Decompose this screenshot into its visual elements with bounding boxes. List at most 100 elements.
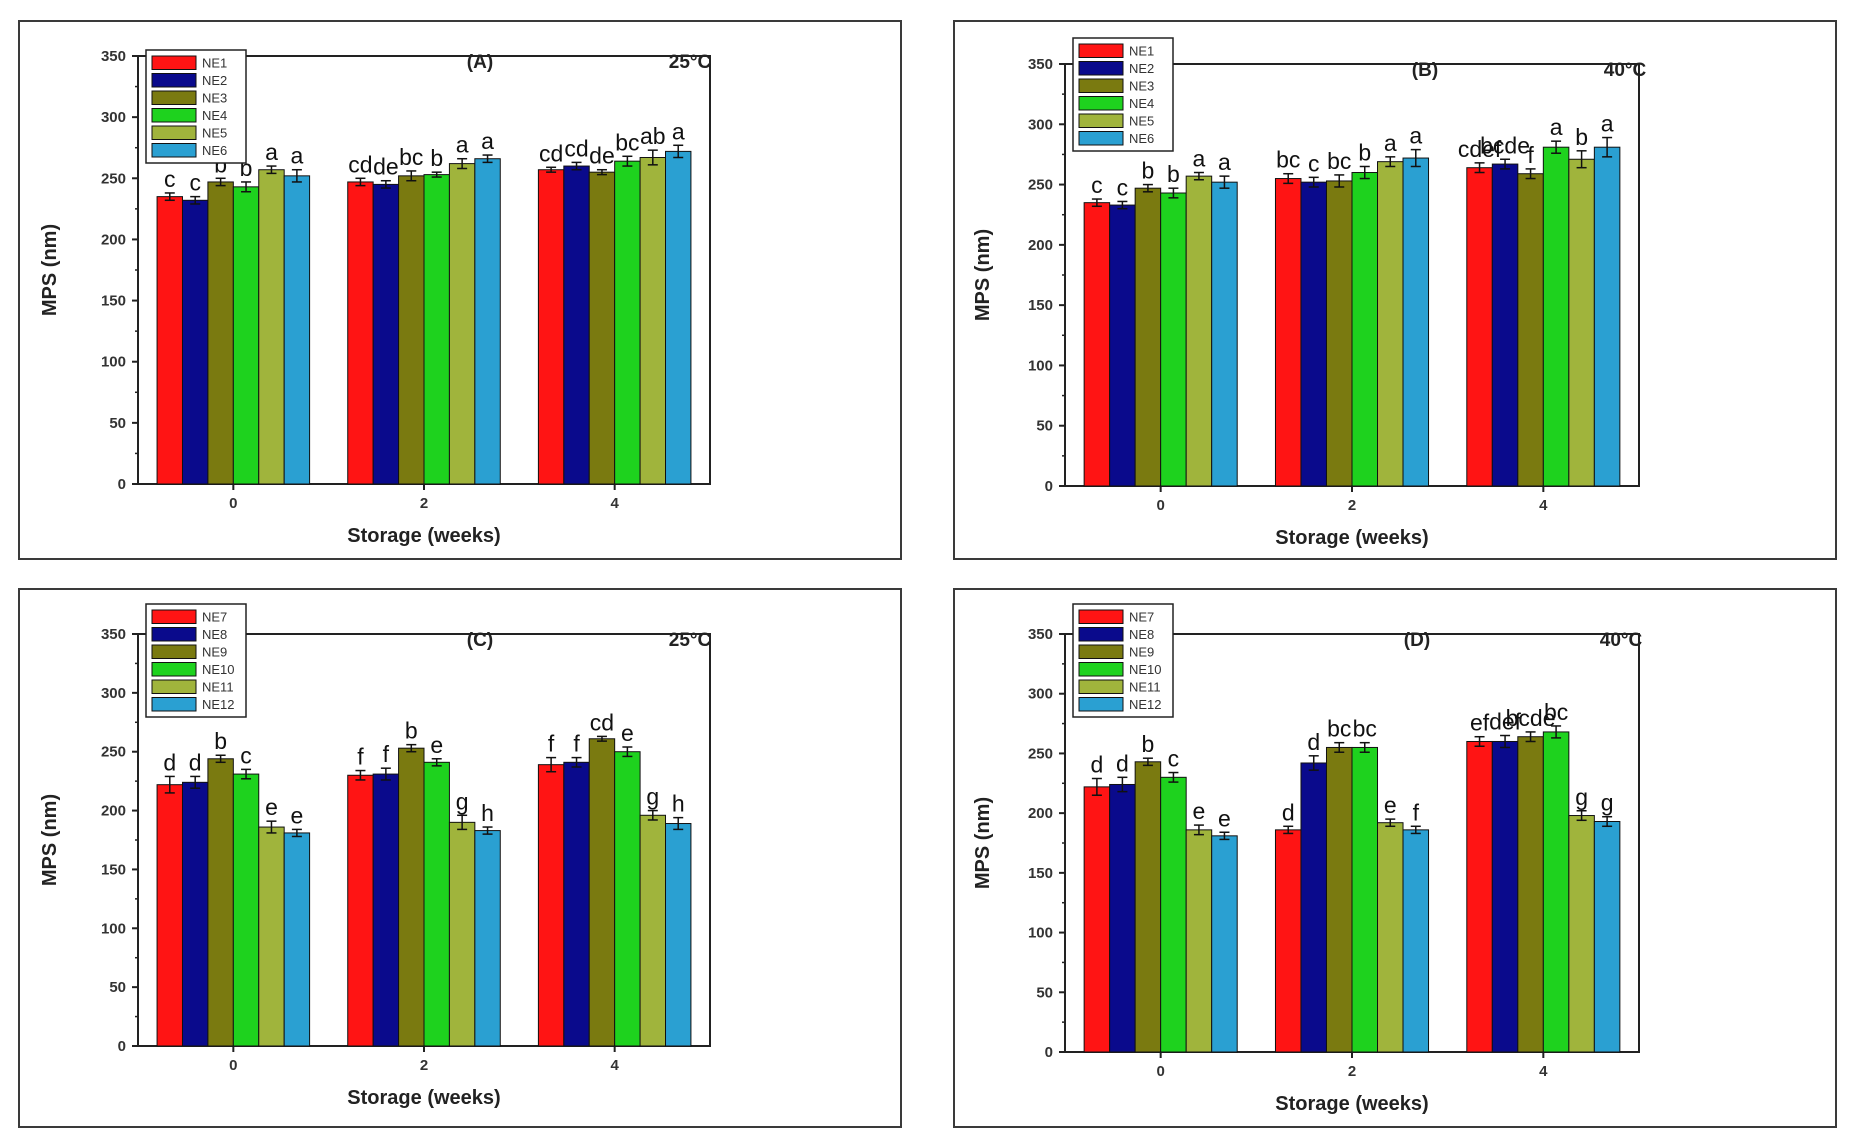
- bar: [1568, 158, 1595, 487]
- bar: [1593, 821, 1621, 1053]
- legend-label: NE12: [202, 697, 235, 712]
- bar: [537, 169, 565, 485]
- significance-letter: b: [1142, 158, 1155, 184]
- significance-letter: cdef: [1458, 136, 1502, 162]
- chart-panel-c: 0 50 100 150 200 250 300 350 0 d d b c e e 2 f f b e g h 4 f f cd…: [18, 588, 902, 1128]
- significance-letter: c: [1168, 746, 1180, 772]
- bar: [614, 751, 641, 1047]
- bar: [423, 761, 450, 1047]
- legend-label: NE9: [202, 645, 227, 660]
- y-axis-label: MPS (nm): [972, 229, 994, 321]
- significance-letter: bc: [1276, 147, 1300, 173]
- significance-letter: ef: [1470, 710, 1490, 736]
- legend-swatch: [151, 627, 197, 642]
- bar: [1377, 822, 1404, 1053]
- bar: [1083, 786, 1111, 1053]
- y-axis-label: MPS (nm): [39, 794, 61, 886]
- temperature-label: 25°C: [669, 52, 712, 73]
- significance-letter: a: [456, 132, 469, 158]
- bar: [1491, 740, 1519, 1053]
- bar: [1134, 761, 1162, 1053]
- legend-label: NE12: [1129, 697, 1162, 712]
- legend-swatch: [1078, 609, 1124, 624]
- y-tick-label: 0: [1045, 478, 1053, 495]
- y-tick-label: 50: [109, 415, 126, 432]
- bar: [207, 758, 234, 1047]
- y-tick-label: 100: [101, 920, 126, 937]
- legend-swatch: [151, 697, 197, 712]
- bar: [283, 175, 311, 485]
- significance-letter: g: [1601, 790, 1614, 816]
- significance-letter: b: [405, 718, 418, 744]
- legend-label: NE3: [202, 91, 227, 106]
- significance-letter: a: [672, 118, 685, 144]
- bar: [1109, 783, 1136, 1053]
- significance-letter: f: [548, 731, 555, 757]
- bar: [398, 747, 425, 1047]
- significance-letter: bc: [1353, 716, 1377, 742]
- legend-label: NE6: [1129, 131, 1154, 146]
- significance-letter: e: [621, 720, 634, 746]
- legend-label: NE1: [202, 56, 227, 71]
- significance-letter: h: [481, 800, 494, 826]
- significance-letter: a: [1550, 114, 1563, 140]
- bar: [448, 821, 476, 1047]
- y-tick-label: 350: [1028, 56, 1053, 73]
- y-tick-label: 250: [1028, 745, 1053, 762]
- bar: [1517, 736, 1544, 1053]
- x-tick-label: 0: [229, 495, 237, 512]
- x-axis-label: Storage (weeks): [1275, 527, 1428, 549]
- legend-label: NE4: [202, 108, 227, 123]
- bar: [1134, 187, 1162, 487]
- x-tick-label: 0: [1156, 1063, 1164, 1080]
- x-tick-label: 2: [1348, 497, 1356, 514]
- bar: [1466, 167, 1493, 487]
- significance-letter: f: [1527, 142, 1534, 168]
- legend-label: NE8: [202, 627, 227, 642]
- bar: [588, 738, 616, 1047]
- x-axis-label: Storage (weeks): [347, 1087, 500, 1109]
- bar: [1274, 829, 1302, 1053]
- significance-letter: f: [357, 744, 364, 770]
- bar: [474, 830, 501, 1047]
- x-axis-label: Storage (weeks): [347, 525, 500, 547]
- legend-swatch: [151, 679, 197, 694]
- y-tick-label: 50: [1036, 418, 1053, 435]
- y-tick-label: 300: [101, 109, 126, 126]
- bar: [1300, 181, 1327, 487]
- y-axis-label: MPS (nm): [972, 797, 994, 889]
- bar: [1542, 731, 1570, 1053]
- significance-letter: a: [1601, 111, 1614, 137]
- x-tick-label: 4: [1539, 1063, 1548, 1080]
- significance-letter: a: [1409, 123, 1422, 149]
- legend-label: NE5: [202, 126, 227, 141]
- legend-label: NE11: [202, 680, 234, 695]
- bar: [283, 832, 311, 1047]
- legend-swatch: [151, 73, 197, 88]
- significance-letter: de: [373, 154, 399, 180]
- legend-label: NE10: [202, 662, 235, 677]
- significance-letter: b: [214, 728, 227, 754]
- legend: NE7 NE8 NE9 NE10 NE11 NE12: [145, 603, 247, 718]
- x-tick-label: 4: [610, 495, 619, 512]
- y-tick-label: 150: [1028, 297, 1053, 314]
- y-tick-label: 200: [1028, 237, 1053, 254]
- y-tick-label: 100: [1028, 925, 1053, 942]
- significance-letter: d: [1090, 752, 1103, 778]
- chart-panel-b: 0 50 100 150 200 250 300 350 0 c c b b a a 2 bc c bc b a a 4 cd…: [953, 20, 1837, 560]
- temperature-label: 25°C: [669, 630, 712, 651]
- significance-letter: d: [189, 749, 202, 775]
- significance-letter: b: [1358, 139, 1371, 165]
- x-tick-label: 2: [1348, 1063, 1356, 1080]
- significance-letter: b: [430, 145, 443, 171]
- legend-swatch: [1078, 61, 1124, 76]
- bar: [1109, 204, 1136, 487]
- significance-letter: d: [163, 749, 176, 775]
- significance-letter: bc: [399, 144, 423, 170]
- significance-letter: e: [430, 732, 443, 758]
- y-tick-label: 150: [1028, 865, 1053, 882]
- y-tick-label: 200: [101, 231, 126, 248]
- bar: [665, 150, 692, 485]
- bar: [1211, 181, 1238, 487]
